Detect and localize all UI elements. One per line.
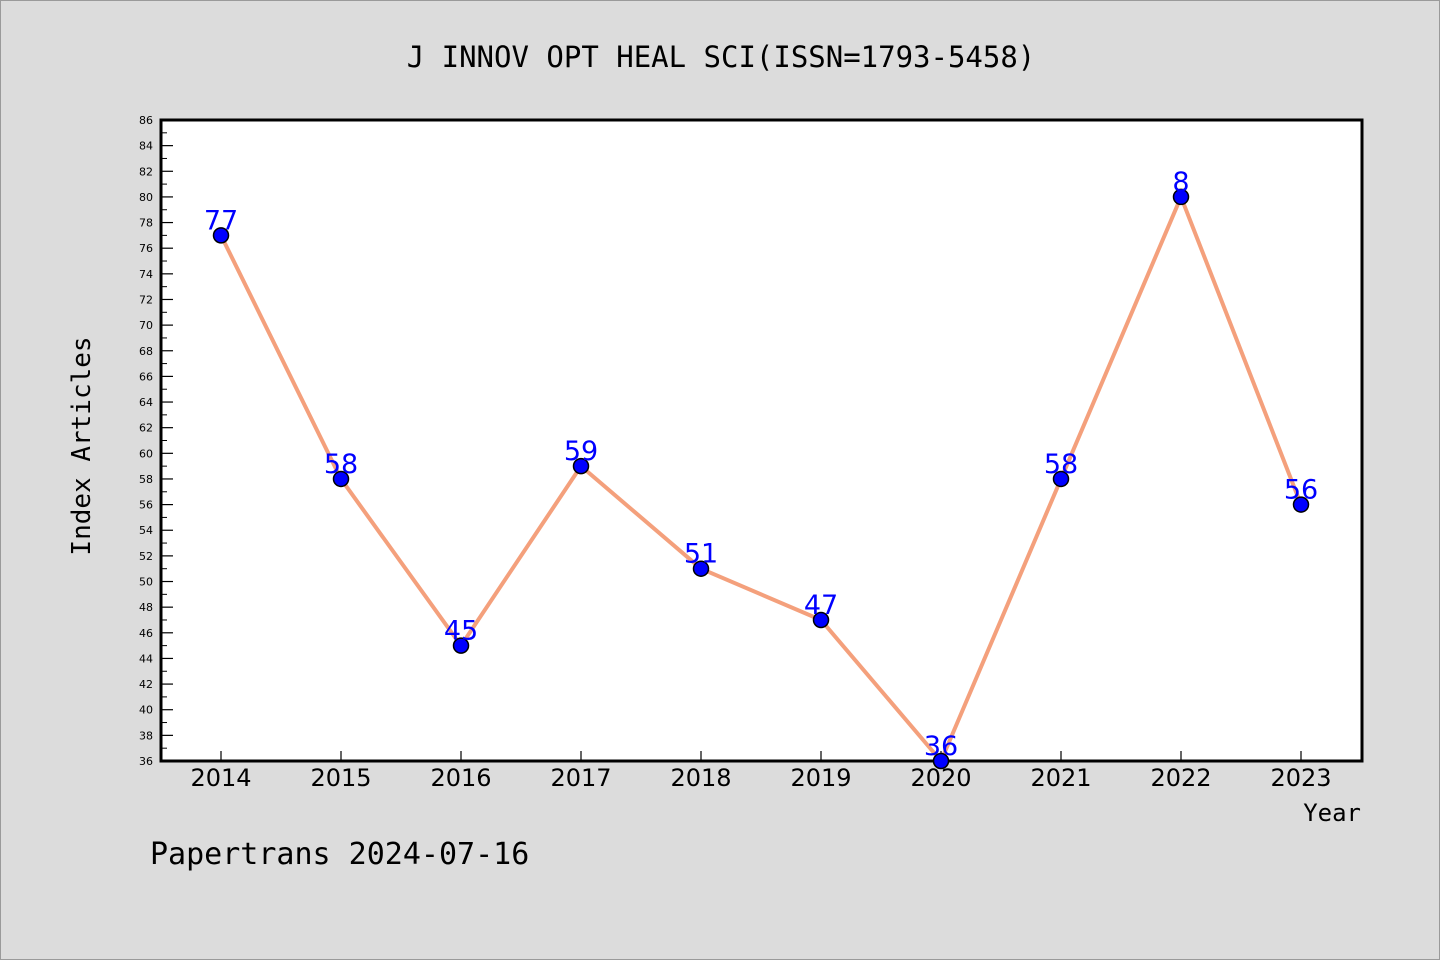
y-tick-label: 60 [139,447,153,460]
y-tick-label: 70 [139,319,153,332]
data-point [452,637,470,654]
y-tick-label: 78 [139,217,153,230]
data-label: 58 [324,449,358,480]
y-tick-label: 38 [139,729,153,742]
data-point [932,752,950,770]
x-tick-label: 2017 [550,764,611,792]
y-axis-label: Index Articles [67,336,97,555]
y-tick-label: 36 [139,755,153,768]
series-line [219,194,1303,763]
data-label: 47 [804,590,838,621]
data-labels: 77 58 45 59 51 47 36 58 8 56 [204,167,1318,762]
data-label: 77 [204,205,238,236]
x-tick-label: 2015 [310,764,371,792]
data-label: 45 [444,616,478,647]
data-point [812,611,830,629]
y-tick-label: 76 [139,242,153,255]
x-tick-label: 2023 [1270,764,1331,792]
chart-title: J INNOV OPT HEAL SCI(ISSN=1793-5458) [407,40,1036,74]
x-tick-label: 2021 [1030,764,1091,792]
watermark: Papertrans 2024-07-16 [150,837,529,872]
y-tick-label: 42 [139,678,153,691]
y-tick-label: 52 [139,550,153,563]
data-markers [212,188,1310,770]
y-tick-label: 46 [139,627,153,640]
y-tick-label: 50 [139,576,153,589]
data-label: 59 [564,436,598,467]
y-tick-label: 68 [139,345,153,358]
y-tick-label: 58 [139,473,153,486]
y-tick-label: 62 [139,422,153,435]
y-tick-label: 74 [139,268,153,281]
y-tick-label: 84 [139,140,153,153]
data-point [692,560,710,577]
y-axis: 36 38 40 42 44 46 48 50 52 54 56 58 60 62 64 66 68 70 72 74… [139,114,173,768]
data-point [1052,470,1070,488]
data-label: 36 [924,731,958,762]
data-label: 58 [1044,449,1078,480]
y-tick-label: 44 [139,652,153,665]
data-point [332,470,350,488]
data-label: 56 [1284,475,1318,506]
data-point [1292,496,1310,513]
x-tick-label: 2016 [430,764,491,792]
x-tick-label: 2022 [1150,764,1211,792]
x-axis: 2014 2015 2016 2017 2018 2019 2020 2021 2022 2023 [190,751,1332,792]
y-tick-label: 54 [139,524,153,537]
y-tick-label: 80 [139,191,153,204]
data-point [572,457,590,475]
y-tick-label: 56 [139,499,153,512]
y-tick-label: 72 [139,293,153,306]
x-axis-label: Year [1303,799,1361,827]
y-tick-label: 82 [139,165,153,178]
data-point [212,227,230,244]
x-tick-label: 2018 [670,764,731,792]
x-tick-label: 2019 [790,764,851,792]
y-tick-label: 86 [139,114,153,127]
data-point [1172,188,1190,206]
data-label: 51 [684,539,718,570]
y-tick-label: 66 [139,370,153,383]
data-label: 8 [1172,167,1189,198]
y-tick-label: 64 [139,396,153,409]
y-tick-label: 40 [139,704,153,717]
plot-area [159,118,1364,763]
y-tick-label: 48 [139,601,153,614]
x-tick-label: 2014 [190,764,251,792]
